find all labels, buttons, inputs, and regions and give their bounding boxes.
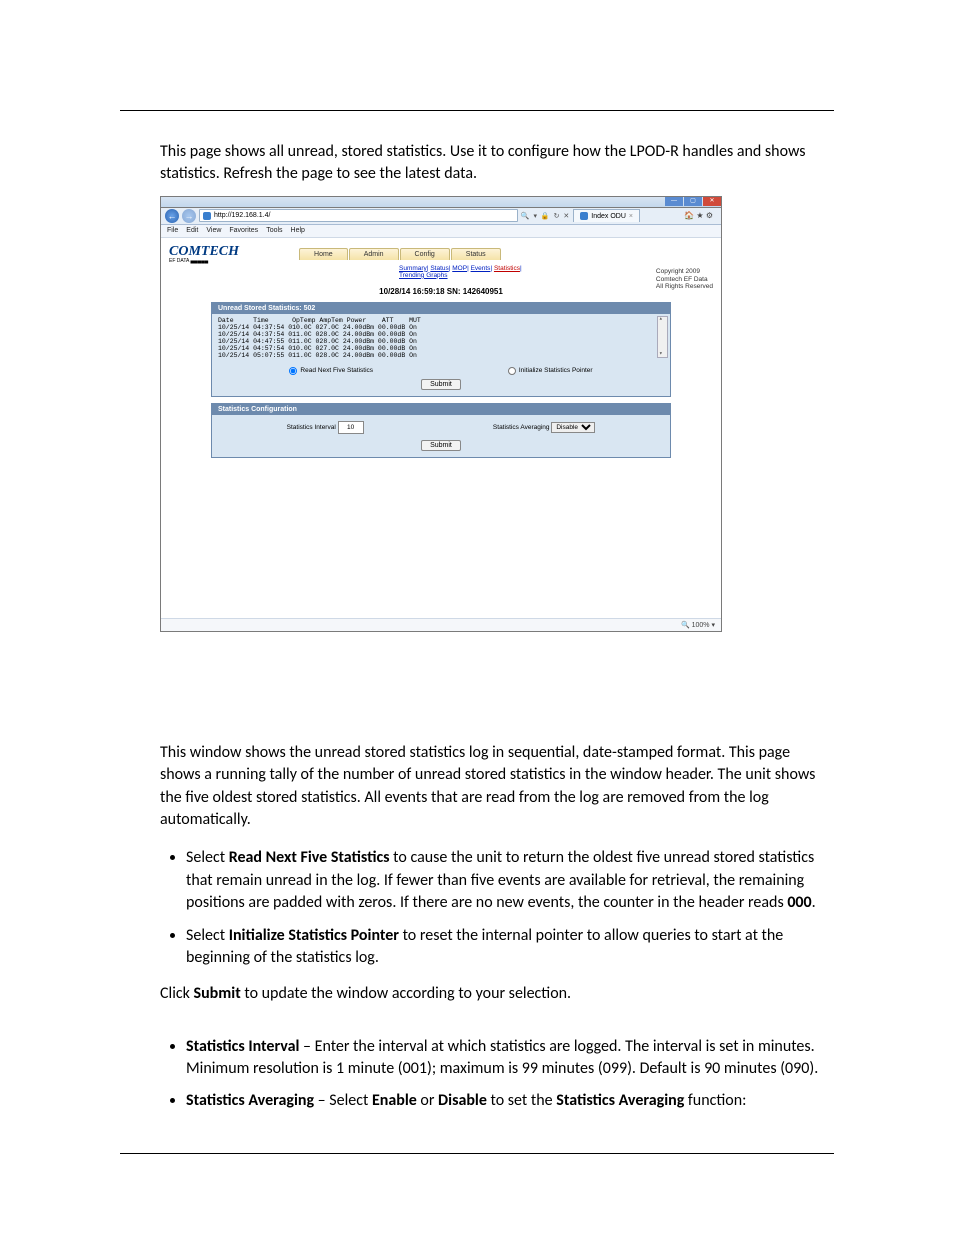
list-item: Statistics Interval – Enter the interval… bbox=[186, 1036, 834, 1081]
bullet-list-1: Select Read Next Five Statistics to caus… bbox=[160, 847, 834, 969]
menu-favorites[interactable]: Favorites bbox=[229, 227, 258, 234]
app-body: COMTECH EF DATA ▄▄▄▄▄ Home Admin Config … bbox=[161, 238, 721, 618]
bold-text: Read Next Five Statistics bbox=[229, 848, 390, 867]
window-titlebar: — ▢ ✕ bbox=[161, 197, 721, 208]
radio-init-pointer-label: Initialize Statistics Pointer bbox=[519, 367, 593, 374]
copyright-line: All Rights Reserved bbox=[656, 283, 713, 291]
interval-input[interactable] bbox=[338, 421, 364, 434]
subnav-events[interactable]: Events bbox=[471, 265, 491, 272]
bold-text: Statistics Interval bbox=[186, 1037, 299, 1056]
list-item: Select Initialize Statistics Pointer to … bbox=[186, 925, 834, 970]
log-header: Date Time OpTemp AmpTem Power ATT MUT bbox=[218, 317, 421, 324]
address-bar-row: ← → http://192.168.1.4/ 🔍 ▾ 🔒 ↻ ✕ Index … bbox=[161, 208, 721, 225]
radio-row: Read Next Five Statistics Initialize Sta… bbox=[212, 363, 670, 379]
log-scrollbar[interactable] bbox=[657, 316, 668, 358]
unread-stats-panel: Unread Stored Statistics: 502 Date Time … bbox=[211, 302, 671, 397]
intro-paragraph: This page shows all unread, stored stati… bbox=[160, 141, 834, 186]
log-row: 10/25/14 04:37:54 011.0C 028.0C 24.00dBm… bbox=[218, 331, 417, 338]
subnav-statistics[interactable]: Statistics bbox=[494, 265, 520, 272]
browser-tab[interactable]: Index ODU × bbox=[573, 209, 640, 222]
menu-tools[interactable]: Tools bbox=[266, 227, 282, 234]
averaging-select[interactable]: Disable bbox=[551, 422, 595, 433]
url-text: http://192.168.1.4/ bbox=[214, 212, 270, 219]
copyright-line: Copyright 2009 bbox=[656, 268, 713, 276]
text: Select bbox=[186, 848, 229, 867]
radio-read-next-input[interactable] bbox=[289, 367, 297, 375]
browser-status-bar: 🔍 100% ▾ bbox=[161, 618, 721, 631]
config-row: Statistics Interval Statistics Averaging… bbox=[212, 415, 670, 440]
stats-config-panel: Statistics Configuration Statistics Inte… bbox=[211, 403, 671, 458]
text: function: bbox=[684, 1091, 746, 1110]
window-maximize-button[interactable]: ▢ bbox=[684, 197, 702, 206]
forward-button[interactable]: → bbox=[182, 209, 196, 223]
averaging-label: Statistics Averaging bbox=[493, 424, 550, 431]
radio-read-next[interactable]: Read Next Five Statistics bbox=[289, 367, 373, 375]
toolbar-icons[interactable]: 🏠 ★ ⚙ bbox=[643, 211, 717, 220]
browser-window: — ▢ ✕ ← → http://192.168.1.4/ 🔍 ▾ 🔒 ↻ ✕ … bbox=[160, 196, 722, 632]
tab-title: Index ODU bbox=[591, 213, 626, 220]
radio-read-next-label: Read Next Five Statistics bbox=[300, 367, 373, 374]
bold-text: Initialize Statistics Pointer bbox=[229, 926, 399, 945]
menu-edit[interactable]: Edit bbox=[186, 227, 198, 234]
subnav-status[interactable]: Status bbox=[430, 265, 448, 272]
copyright-block: Copyright 2009 Comtech EF Data All Right… bbox=[656, 268, 713, 291]
address-bar[interactable]: http://192.168.1.4/ bbox=[199, 209, 518, 222]
tab-config[interactable]: Config bbox=[400, 248, 450, 260]
window-minimize-button[interactable]: — bbox=[665, 197, 683, 206]
radio-init-pointer[interactable]: Initialize Statistics Pointer bbox=[508, 367, 593, 375]
log-row: 10/25/14 05:07:55 011.0C 028.0C 24.00dBm… bbox=[218, 352, 417, 359]
ie-icon bbox=[203, 212, 211, 220]
text: – Select bbox=[314, 1091, 372, 1110]
text: to update the window according to your s… bbox=[241, 984, 571, 1003]
submit-button-2[interactable]: Submit bbox=[421, 440, 461, 451]
bold-text: 000 bbox=[787, 893, 811, 912]
radio-init-pointer-input[interactable] bbox=[508, 367, 516, 375]
log-row: 10/25/14 04:47:55 011.0C 028.0C 24.00dBm… bbox=[218, 338, 417, 345]
tab-admin[interactable]: Admin bbox=[349, 248, 399, 260]
tab-home[interactable]: Home bbox=[299, 248, 348, 260]
stats-log: Date Time OpTemp AmpTem Power ATT MUT 10… bbox=[212, 314, 670, 363]
list-item: Statistics Averaging – Select Enable or … bbox=[186, 1090, 834, 1112]
stats-config-header: Statistics Configuration bbox=[212, 404, 670, 415]
browser-menu: File Edit View Favorites Tools Help bbox=[161, 225, 721, 238]
brand-logo: COMTECH bbox=[169, 244, 239, 259]
interval-label: Statistics Interval bbox=[287, 424, 336, 431]
window-close-button[interactable]: ✕ bbox=[703, 197, 721, 206]
tab-status[interactable]: Status bbox=[451, 248, 501, 260]
subnav-mop[interactable]: MOP bbox=[452, 265, 467, 272]
bottom-rule bbox=[120, 1153, 834, 1154]
text: Select bbox=[186, 926, 229, 945]
copyright-line: Comtech EF Data bbox=[656, 276, 713, 284]
text: Click bbox=[160, 984, 194, 1003]
menu-file[interactable]: File bbox=[167, 227, 178, 234]
body-paragraph-1: This window shows the unread stored stat… bbox=[160, 742, 834, 832]
log-row: 10/25/14 04:57:54 010.0C 027.0C 24.00dBm… bbox=[218, 345, 417, 352]
menu-help[interactable]: Help bbox=[291, 227, 305, 234]
text: . bbox=[812, 893, 816, 912]
app-tabs: Home Admin Config Status bbox=[299, 248, 501, 260]
bold-text: Statistics Averaging bbox=[186, 1091, 314, 1110]
bold-text: Disable bbox=[438, 1091, 487, 1110]
top-rule bbox=[120, 110, 834, 111]
text: or bbox=[417, 1091, 438, 1110]
log-row: 10/25/14 04:37:54 010.0C 027.0C 24.00dBm… bbox=[218, 324, 417, 331]
list-item: Select Read Next Five Statistics to caus… bbox=[186, 847, 834, 914]
zoom-indicator[interactable]: 🔍 100% ▾ bbox=[681, 621, 715, 629]
menu-view[interactable]: View bbox=[206, 227, 221, 234]
address-controls[interactable]: 🔍 ▾ 🔒 ↻ ✕ bbox=[521, 212, 570, 220]
bullet-list-2: Statistics Interval – Enter the interval… bbox=[160, 1036, 834, 1113]
bold-text: Statistics Averaging bbox=[556, 1091, 684, 1110]
tab-favicon-icon bbox=[580, 212, 588, 220]
tab-close-icon[interactable]: × bbox=[629, 213, 633, 220]
text: to set the bbox=[487, 1091, 556, 1110]
timestamp-line: 10/28/14 16:59:18 SN: 142640951 bbox=[161, 287, 721, 296]
bold-text: Enable bbox=[372, 1091, 417, 1110]
unread-stats-header: Unread Stored Statistics: 502 bbox=[212, 303, 670, 314]
submit-button-1[interactable]: Submit bbox=[421, 379, 461, 390]
submit-paragraph: Click Submit to update the window accord… bbox=[160, 983, 834, 1005]
bold-text: Submit bbox=[194, 984, 241, 1003]
subnav-summary[interactable]: Summary bbox=[399, 265, 427, 272]
back-button[interactable]: ← bbox=[165, 209, 179, 223]
